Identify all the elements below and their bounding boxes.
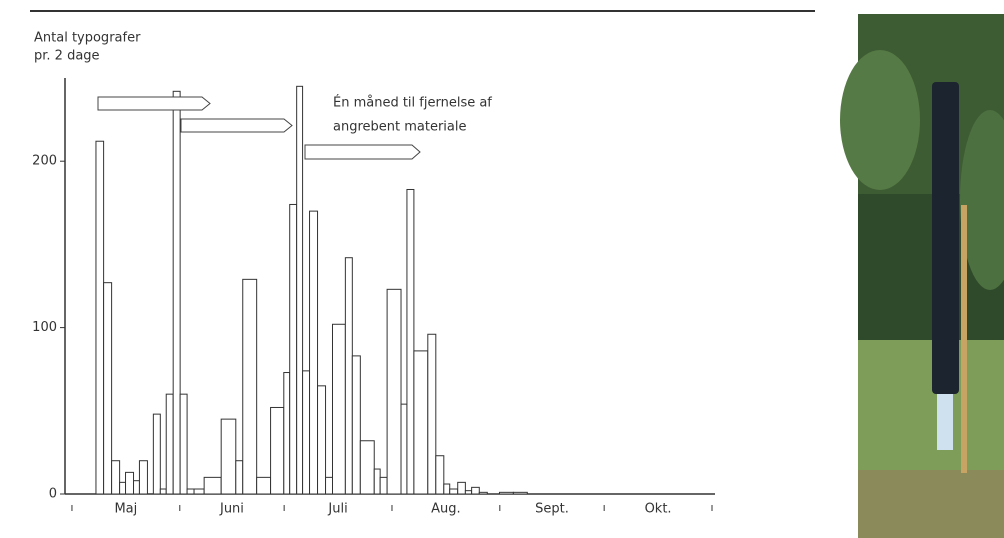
bar [499,492,513,494]
bar [290,204,297,494]
bar [284,373,290,494]
bar [271,407,284,494]
y-title: Antal typografer [34,31,141,46]
bar [479,492,487,494]
x-tick-label: Okt. [645,502,672,517]
bar [112,461,120,494]
bar [387,289,401,494]
bar [134,481,140,494]
x-tick-label: Sept. [535,502,569,517]
y-title: pr. 2 dage [34,49,100,64]
bar [428,334,436,494]
bar [352,356,360,494]
bar [236,461,243,494]
bar [166,394,173,494]
bar [374,469,380,494]
bar [204,477,221,494]
bar [310,211,318,494]
bar [401,404,407,494]
bar [160,489,166,494]
bar [257,477,271,494]
bar [173,91,180,494]
y-tick-label: 0 [49,487,57,502]
bar [458,482,466,494]
y-tick-label: 100 [32,320,57,335]
trap-tube [932,82,959,394]
x-tick-label: Aug. [431,502,461,517]
bar [450,489,458,494]
bar [303,371,310,494]
arrow [181,119,292,132]
bar [472,487,480,494]
bar [436,456,444,494]
bar [126,472,134,494]
bar [318,386,326,494]
bar [444,484,450,494]
bar [243,279,257,494]
foliage [840,50,920,190]
pole [961,205,967,473]
bar [414,351,428,494]
bar [326,477,333,494]
x-tick-label: Juli [327,502,347,517]
x-tick-label: Maj [114,502,137,517]
bar [194,489,204,494]
bar [380,477,387,494]
bar [332,324,345,494]
bar [297,86,303,494]
bar [345,258,352,494]
ground [858,470,1004,538]
trap-bottle [937,394,953,450]
annotation: Én måned til fjernelse af [333,95,492,111]
photo [840,14,1004,538]
bar [96,141,104,494]
bar [360,441,374,494]
bar [187,489,194,494]
arrow [98,97,210,110]
annotation: angrebent materiale [333,120,467,135]
bar [153,414,160,494]
bar [513,492,527,494]
bar [104,283,112,494]
plot: 0 100 200 Maj Juni Juli Aug. Sept. Okt. [32,78,715,517]
bar [221,419,236,494]
bar [180,394,187,494]
y-tick-label: 200 [32,154,57,169]
bar [465,491,471,494]
bar [120,482,126,494]
bar [139,461,147,494]
x-tick-label: Juni [219,502,244,517]
arrow [305,145,420,159]
bar [407,189,414,494]
page: Antal typografer pr. 2 dage 0 100 200 Maj Ju… [0,0,1004,538]
